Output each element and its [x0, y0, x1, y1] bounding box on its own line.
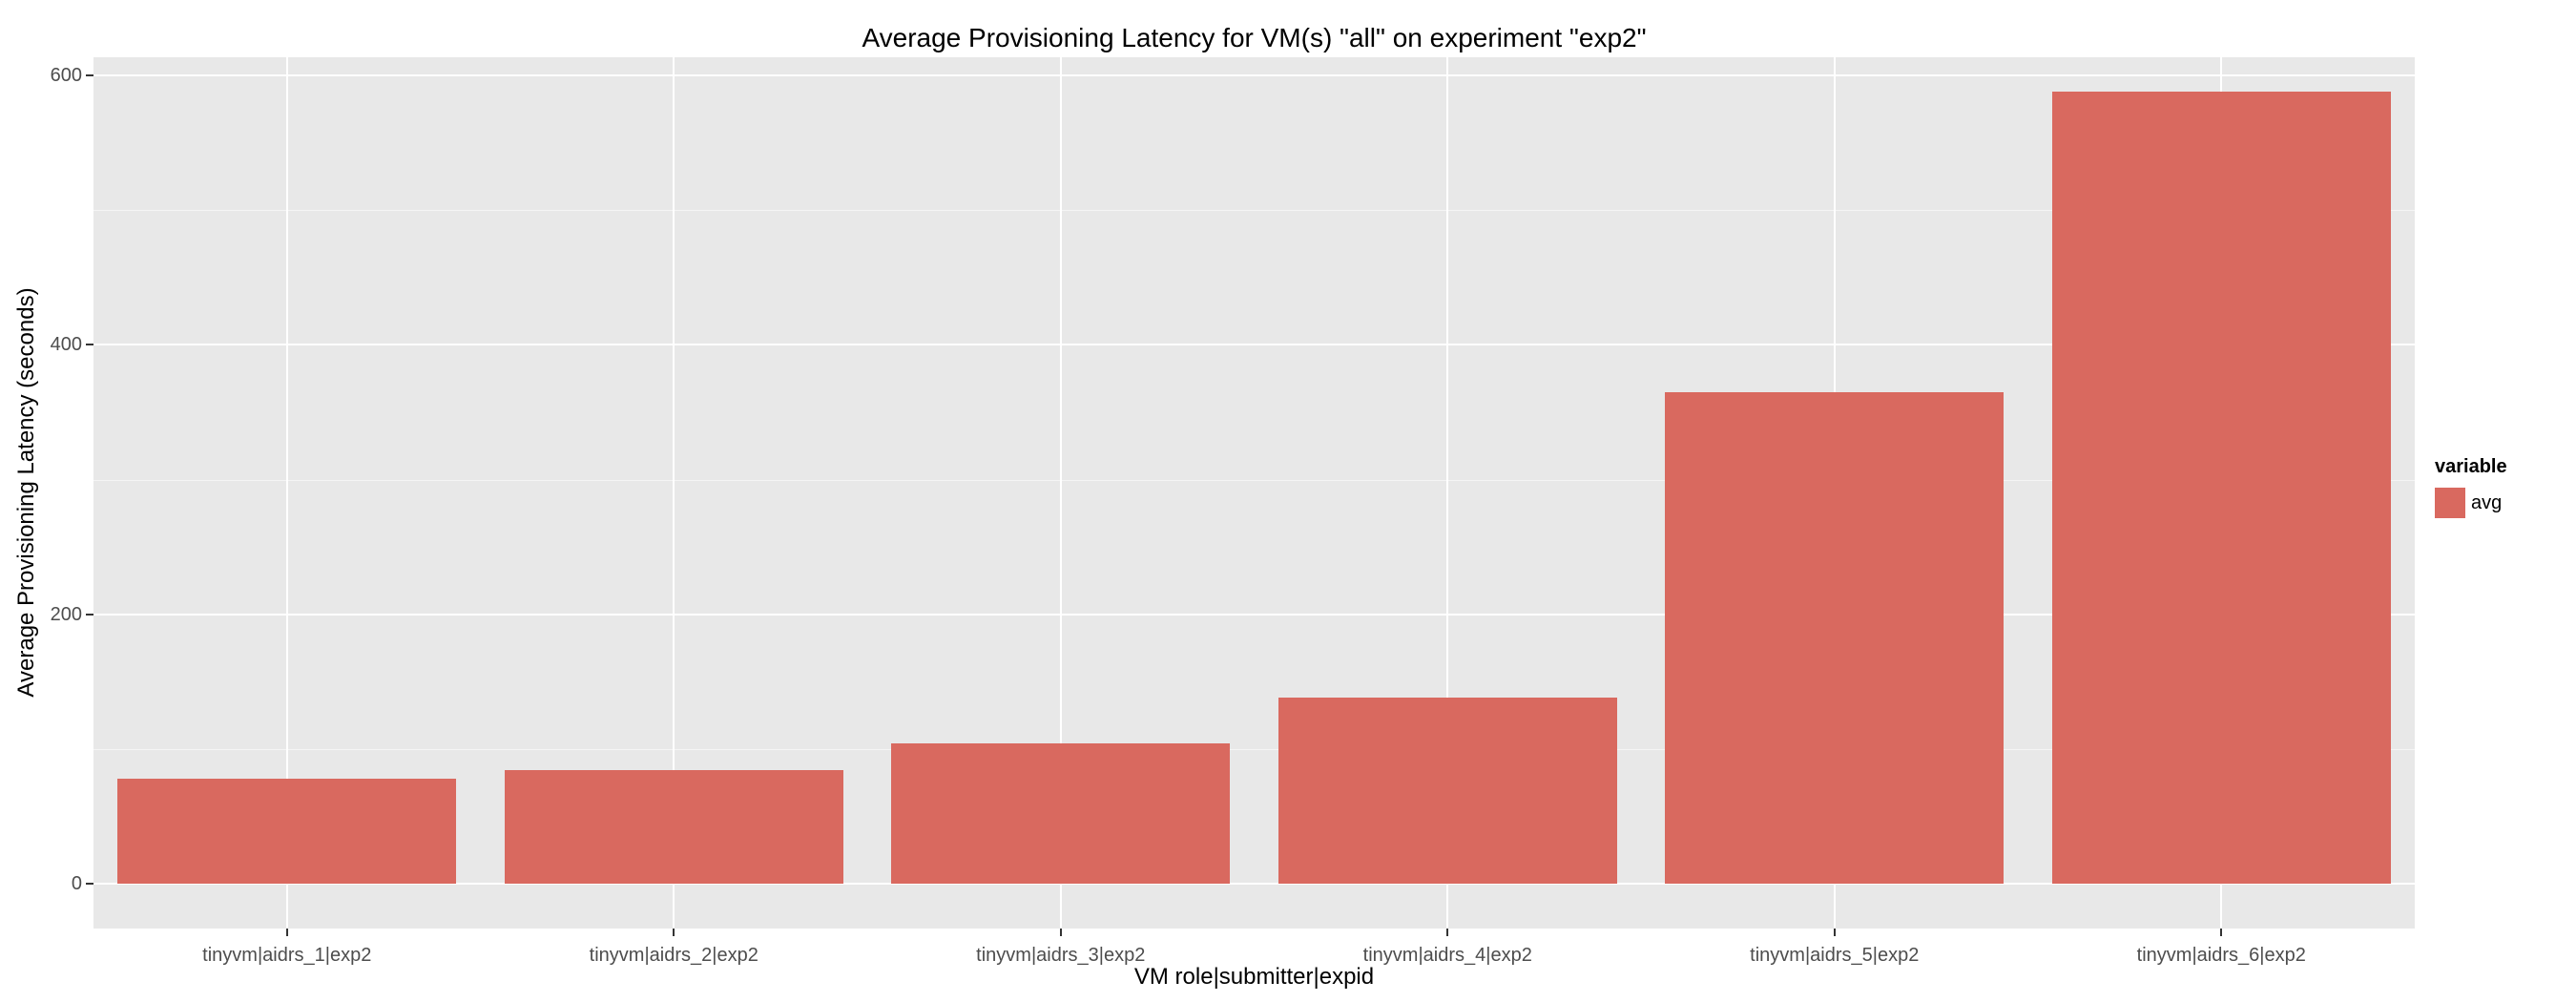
legend-swatch — [2435, 488, 2465, 518]
legend-item: avg — [2435, 488, 2507, 518]
x-tick-mark — [673, 929, 675, 936]
gridline-major — [93, 74, 2415, 76]
x-tick-label: tinyvm|aidrs_6|exp2 — [2136, 945, 2306, 966]
gridline-major — [93, 883, 2415, 885]
bar — [117, 778, 457, 884]
plot-panel — [93, 57, 2415, 929]
gridline-vertical — [285, 57, 288, 929]
y-tick-label: 0 — [71, 873, 82, 894]
x-tick-label: tinyvm|aidrs_2|exp2 — [589, 945, 758, 966]
x-tick-mark — [1059, 929, 1062, 936]
legend-entry-label: avg — [2471, 491, 2503, 513]
x-tick-mark — [1833, 929, 1836, 936]
gridline-vertical — [673, 57, 675, 929]
y-tick-mark — [86, 613, 93, 616]
bar — [1278, 698, 1617, 884]
gridline-major — [93, 344, 2415, 346]
bar — [1665, 391, 2005, 884]
x-tick-label: tinyvm|aidrs_1|exp2 — [202, 945, 372, 966]
x-tick-mark — [2220, 929, 2223, 936]
gridline-major — [93, 613, 2415, 616]
y-tick-label: 200 — [50, 603, 82, 625]
x-axis-label: VM role|submitter|expid — [1133, 964, 1375, 990]
legend-items: avg — [2435, 488, 2507, 518]
x-tick-mark — [1446, 929, 1449, 936]
y-tick-label: 400 — [50, 334, 82, 356]
legend: variable avg — [2435, 456, 2507, 518]
gridline-vertical — [1059, 57, 1062, 929]
legend-title: variable — [2435, 456, 2507, 477]
chart-title: Average Provisioning Latency for VM(s) "… — [862, 23, 1647, 52]
x-tick-label: tinyvm|aidrs_5|exp2 — [1750, 945, 1920, 966]
gridline-minor — [93, 210, 2415, 212]
y-tick-mark — [86, 74, 93, 76]
y-axis-label: Average Provisioning Latency (seconds) — [13, 287, 39, 698]
x-tick-label: tinyvm|aidrs_4|exp2 — [1362, 945, 1532, 966]
bar — [504, 770, 843, 884]
y-tick-mark — [86, 883, 93, 885]
x-tick-mark — [285, 929, 288, 936]
gridline-minor — [93, 479, 2415, 481]
bar — [2051, 91, 2391, 884]
bar — [891, 743, 1231, 884]
gridline-vertical — [1446, 57, 1449, 929]
y-tick-label: 600 — [50, 65, 82, 86]
x-tick-label: tinyvm|aidrs_3|exp2 — [976, 945, 1146, 966]
gridline-minor — [93, 748, 2415, 750]
y-tick-mark — [86, 344, 93, 346]
